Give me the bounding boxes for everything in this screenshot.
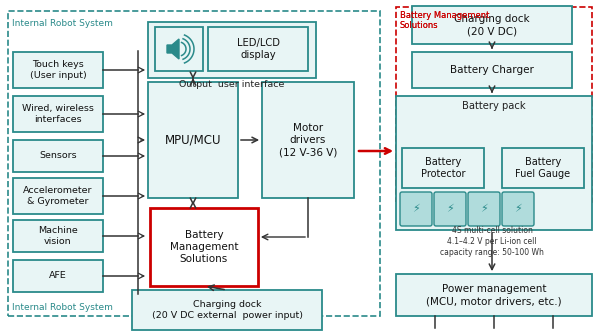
Text: MPU/MCU: MPU/MCU bbox=[165, 133, 221, 146]
Text: Touch keys
(User input): Touch keys (User input) bbox=[29, 60, 86, 80]
FancyBboxPatch shape bbox=[502, 192, 534, 226]
FancyBboxPatch shape bbox=[396, 274, 592, 316]
Text: AFE: AFE bbox=[49, 271, 67, 281]
FancyBboxPatch shape bbox=[148, 22, 316, 78]
FancyBboxPatch shape bbox=[502, 148, 584, 188]
Text: Internal Robot System: Internal Robot System bbox=[12, 303, 113, 312]
FancyBboxPatch shape bbox=[434, 192, 466, 226]
Text: Charging dock
(20 V DC external  power input): Charging dock (20 V DC external power in… bbox=[151, 300, 302, 320]
Text: Battery
Protector: Battery Protector bbox=[421, 157, 465, 179]
FancyBboxPatch shape bbox=[13, 220, 103, 252]
FancyBboxPatch shape bbox=[13, 96, 103, 132]
FancyBboxPatch shape bbox=[148, 82, 238, 198]
FancyBboxPatch shape bbox=[412, 52, 572, 88]
Text: LED/LCD
display: LED/LCD display bbox=[236, 38, 280, 60]
Text: Sensors: Sensors bbox=[39, 152, 77, 161]
Text: Internal Robot System: Internal Robot System bbox=[12, 19, 113, 28]
FancyBboxPatch shape bbox=[13, 140, 103, 172]
Text: ⚡: ⚡ bbox=[514, 204, 522, 214]
Text: Battery
Management
Solutions: Battery Management Solutions bbox=[170, 229, 238, 264]
Text: Machine
vision: Machine vision bbox=[38, 226, 78, 246]
Text: 4S multi-cell solution
4.1–4.2 V per Li-ion cell
capacity range: 50-100 Wh: 4S multi-cell solution 4.1–4.2 V per Li-… bbox=[440, 226, 544, 257]
FancyBboxPatch shape bbox=[400, 192, 432, 226]
FancyBboxPatch shape bbox=[468, 192, 500, 226]
Text: Accelerometer
& Gyrometer: Accelerometer & Gyrometer bbox=[23, 186, 93, 206]
FancyBboxPatch shape bbox=[13, 260, 103, 292]
Text: Battery
Fuel Gauge: Battery Fuel Gauge bbox=[515, 157, 571, 179]
Text: Motor
drivers
(12 V-36 V): Motor drivers (12 V-36 V) bbox=[279, 123, 337, 157]
FancyBboxPatch shape bbox=[396, 96, 592, 230]
Text: Battery pack: Battery pack bbox=[462, 101, 526, 111]
Text: ⚡: ⚡ bbox=[480, 204, 488, 214]
Text: Battery Management
Solutions: Battery Management Solutions bbox=[400, 11, 490, 30]
FancyBboxPatch shape bbox=[155, 27, 203, 71]
Text: Charging dock
(20 V DC): Charging dock (20 V DC) bbox=[454, 14, 530, 36]
FancyBboxPatch shape bbox=[208, 27, 308, 71]
Text: Battery Management
Solutions: Battery Management Solutions bbox=[400, 11, 490, 30]
FancyBboxPatch shape bbox=[150, 208, 258, 286]
Text: Battery Charger: Battery Charger bbox=[450, 65, 534, 75]
FancyBboxPatch shape bbox=[13, 52, 103, 88]
Text: Power management
(MCU, motor drivers, etc.): Power management (MCU, motor drivers, et… bbox=[426, 284, 562, 306]
FancyBboxPatch shape bbox=[262, 82, 354, 198]
Text: ⚡: ⚡ bbox=[446, 204, 454, 214]
FancyBboxPatch shape bbox=[132, 290, 322, 330]
Text: ⚡: ⚡ bbox=[412, 204, 420, 214]
Text: Wired, wireless
interfaces: Wired, wireless interfaces bbox=[22, 104, 94, 124]
FancyBboxPatch shape bbox=[412, 6, 572, 44]
Polygon shape bbox=[167, 39, 179, 59]
FancyBboxPatch shape bbox=[13, 178, 103, 214]
FancyBboxPatch shape bbox=[402, 148, 484, 188]
Text: Output  user interface: Output user interface bbox=[179, 80, 284, 89]
